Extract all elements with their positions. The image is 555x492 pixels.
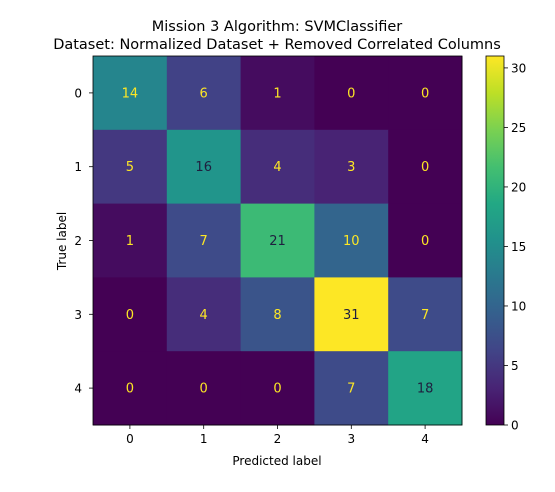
cell-value-label: 7 (200, 234, 208, 249)
heatmap-cell-r2-c2 (240, 203, 315, 278)
heatmap-cell-r3-c4 (388, 277, 463, 352)
x-tick-label: 4 (421, 432, 429, 446)
heatmap-cell-r0-c2 (240, 56, 315, 131)
chart-title-line-1: Mission 3 Algorithm: SVMClassifier (152, 19, 403, 35)
cell-value-label: 14 (122, 86, 139, 101)
cell-value-label: 18 (417, 382, 434, 397)
heatmap-cell-r4-c0 (93, 351, 168, 426)
cell-value-label: 7 (421, 308, 429, 323)
cell-value-label: 0 (126, 308, 134, 323)
heatmap-cell-r0-c3 (314, 56, 389, 131)
cell-value-label: 4 (200, 308, 208, 323)
cell-value-label: 16 (195, 160, 212, 175)
cell-value-label: 6 (200, 86, 208, 101)
y-tick-label: 3 (74, 308, 82, 322)
y-axis-ticks: 0 1 2 3 4 (74, 86, 93, 396)
cell-value-label: 0 (421, 160, 429, 175)
y-axis-label: True label (55, 212, 69, 271)
heatmap-cell-r1-c0 (93, 129, 168, 205)
x-tick-label: 3 (347, 432, 355, 446)
heatmap-cell-r0-c0 (93, 56, 168, 131)
cell-value-label: 0 (421, 234, 429, 249)
heatmap-cell-r1-c1 (166, 129, 242, 205)
heatmap-cell-r4-c2 (240, 351, 315, 426)
heatmap-cell-r1-c4 (388, 129, 463, 205)
heatmap-cell-r2-c1 (166, 203, 242, 278)
cell-value-label: 4 (273, 160, 281, 175)
heatmap-cell-r3-c2 (240, 277, 315, 352)
colorbar-tick-label: 10 (511, 299, 526, 313)
colorbar-tick-label: 15 (511, 240, 526, 254)
cell-value-label: 21 (269, 234, 286, 249)
y-tick-label: 1 (74, 160, 82, 174)
cell-value-label: 10 (343, 234, 360, 249)
y-tick-label: 0 (74, 86, 82, 100)
heatmap-cell-r0-c4 (388, 56, 463, 131)
cell-value-label: 0 (273, 382, 281, 397)
cell-value-label: 31 (343, 308, 360, 323)
chart-title-line-2: Dataset: Normalized Dataset + Removed Co… (53, 37, 501, 53)
heatmap-cell-r2-c0 (93, 203, 168, 278)
colorbar-tick-label: 5 (511, 359, 519, 373)
colorbar-tick-label: 30 (511, 61, 526, 75)
heatmap-cell-r3-c1 (166, 277, 242, 352)
cell-value-label: 0 (126, 382, 134, 397)
cell-value-label: 1 (273, 86, 281, 101)
heatmap-cell-r2-c3 (314, 203, 389, 278)
colorbar-tick-label: 20 (511, 180, 526, 194)
y-tick-label: 2 (74, 234, 82, 248)
x-tick-label: 0 (126, 432, 134, 446)
heatmap-cell-r2-c4 (388, 203, 463, 278)
heatmap-cell-labels: 14 6 1 0 05 16 4 3 01 7 21 10 00 4 8 31 70 0 0 7 18 (122, 86, 434, 396)
colorbar-tick-label: 25 (511, 121, 526, 135)
x-axis-label: Predicted label (232, 454, 321, 468)
cell-value-label: 3 (347, 160, 355, 175)
heatmap-cell-r4-c1 (166, 351, 242, 426)
heatmap-cell-r1-c3 (314, 129, 389, 205)
x-tick-label: 2 (274, 432, 282, 446)
cell-value-label: 0 (200, 382, 208, 397)
heatmap-cell-r4-c3 (314, 351, 389, 426)
colorbar (485, 55, 505, 426)
colorbar-ticks: 0 5 10 15 20 25 30 (504, 61, 526, 433)
x-tick-label: 1 (200, 432, 208, 446)
cell-value-label: 0 (347, 86, 355, 101)
heatmap-cells (93, 56, 463, 426)
cell-value-label: 5 (126, 160, 134, 175)
heatmap-cell-r3-c3 (314, 277, 389, 352)
heatmap-cell-r1-c2 (240, 129, 315, 205)
heatmap-cell-r0-c1 (166, 56, 242, 131)
heatmap-cell-r4-c4 (388, 351, 463, 426)
colorbar-tick-label: 0 (511, 419, 519, 433)
y-tick-label: 4 (74, 382, 82, 396)
cell-value-label: 0 (421, 86, 429, 101)
heatmap-cell-r3-c0 (93, 277, 168, 352)
cell-value-label: 1 (126, 234, 134, 249)
cell-value-label: 7 (347, 382, 355, 397)
cell-value-label: 8 (273, 308, 281, 323)
x-axis-ticks: 0 1 2 3 4 (126, 425, 429, 446)
